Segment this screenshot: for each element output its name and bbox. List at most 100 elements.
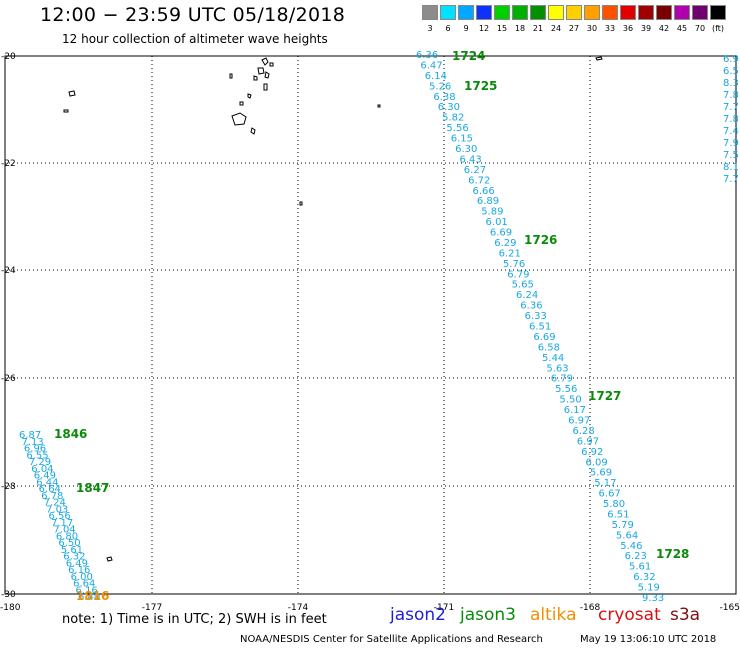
wave-height-value: 6.79 — [551, 374, 573, 385]
wave-height-value: 6.16 — [68, 565, 90, 576]
wave-height-value: 6.24 — [516, 290, 538, 301]
island-outline — [263, 83, 268, 91]
legend-label: 24 — [550, 24, 562, 33]
island-outline — [377, 104, 381, 108]
page-title: 12:00 − 23:59 UTC 05/18/2018 — [40, 4, 346, 26]
legend-label: 9 — [463, 24, 469, 33]
wave-height-value: 5.63 — [546, 363, 568, 374]
wave-height-value: 6.23 — [625, 551, 647, 562]
wave-height-value: 5.17 — [594, 478, 616, 489]
altimeter-tracks: 6.366.476.145.266.386.305.825.566.156.30… — [19, 49, 739, 604]
island-outline — [257, 67, 265, 75]
latitude-label: -28 — [1, 482, 16, 492]
wave-height-value: 6.21 — [499, 248, 521, 259]
units-note: note: 1) Time is in UTC; 2) SWH is in fe… — [62, 612, 327, 627]
wave-height-value: 6.30 — [438, 102, 460, 113]
legend-label: 21 — [532, 24, 544, 33]
wave-height-value: 6.55 — [26, 450, 48, 461]
wave-height-value: 7.24 — [44, 498, 66, 509]
legend-label: 39 — [640, 24, 652, 33]
longitude-label: -180 — [0, 603, 21, 613]
wave-height-value: 6.44 — [36, 477, 58, 488]
wave-height-value: 8.1 — [723, 162, 739, 173]
wave-height-value: 6.69 — [533, 332, 555, 343]
lat-lon-grid — [5, 56, 736, 594]
island-outline — [239, 101, 244, 106]
wave-height-value: 6.78 — [41, 491, 63, 502]
island-outline — [68, 90, 76, 97]
footer-credit: NOAA/NESDIS Center for Satellite Applica… — [240, 634, 543, 645]
wave-height-value: 6.87 — [19, 430, 41, 441]
wave-height-value: 6.66 — [473, 186, 495, 197]
wave-height-value: 6.64 — [39, 484, 61, 495]
wave-height-value: 5.19 — [638, 583, 660, 594]
wave-height-value: 5.79 — [612, 520, 634, 531]
island-outline — [229, 73, 233, 79]
island-outline — [250, 127, 256, 135]
satellite-name: cryosat — [598, 605, 661, 625]
wave-height-value: 5.89 — [481, 207, 503, 218]
track-id-label: 1726 — [524, 233, 557, 247]
wave-height-value: 6.28 — [572, 426, 594, 437]
wave-height-value: 6.00 — [71, 572, 93, 583]
legend-swatch — [620, 5, 636, 20]
wave-height-value: 6.69 — [490, 228, 512, 239]
wave-height-value: 6.51 — [607, 509, 629, 520]
legend-swatch — [458, 5, 474, 20]
wave-height-value: 6.51 — [529, 322, 551, 333]
longitude-label: -171 — [434, 603, 454, 613]
wave-height-value: 7.17 — [51, 518, 73, 529]
track-id-label: 1846 — [54, 427, 87, 441]
longitude-label: -174 — [288, 603, 309, 613]
island-outline — [264, 71, 270, 79]
wave-height-value: 6.49 — [66, 558, 88, 569]
latitude-label: -24 — [1, 266, 16, 276]
legend-label: 12 — [478, 24, 490, 33]
wave-height-value: 6.04 — [31, 464, 53, 475]
map-frame — [4, 55, 737, 595]
latitude-label: -20 — [1, 52, 16, 62]
satellite-name: jason3 — [460, 605, 516, 625]
satellite-name: s3a — [670, 605, 701, 625]
wave-height-value: 7.29 — [29, 457, 51, 468]
wave-height-value: 6.27 — [464, 165, 486, 176]
wave-height-value: 6.36 — [416, 50, 438, 61]
legend-label: 36 — [622, 24, 634, 33]
legend-label: 18 — [514, 24, 526, 33]
wave-height-value: 7.7 — [723, 174, 739, 185]
wave-height-value: 5.61 — [61, 545, 83, 556]
legend-swatch — [566, 5, 582, 20]
track-id-label: 1727 — [588, 389, 621, 403]
wave-height-value: 7.8 — [723, 90, 739, 101]
island-outline — [261, 57, 269, 66]
legend-swatch — [710, 5, 726, 20]
axis-tick-labels: -180 -177 -174 -171 -168 -165 -20 -22 -24 -26 -28 -… — [0, 52, 740, 613]
wave-height-value: 6.58 — [538, 342, 560, 353]
wave-height-value: 6.50 — [58, 538, 80, 549]
legend-swatch — [548, 5, 564, 20]
island-outline — [269, 62, 274, 67]
wave-height-value: 6.29 — [494, 238, 516, 249]
legend-label: 42 — [658, 24, 670, 33]
satellite-name: altika — [530, 605, 577, 625]
wave-height-value: 6.14 — [425, 71, 447, 82]
wave-height-value: 7.5 — [723, 150, 739, 161]
track-id-label: 1725 — [464, 79, 497, 93]
wave-height-value: 6.49 — [34, 471, 56, 482]
wave-height-value: 5.46 — [620, 541, 642, 552]
wave-height-value: 5.61 — [629, 562, 651, 573]
wave-height-value: 6.79 — [507, 269, 529, 280]
wave-height-value: 7.04 — [53, 525, 75, 536]
wave-height-value: 6.96 — [24, 444, 46, 455]
legend-swatch — [512, 5, 528, 20]
wave-height-value: 7.4 — [723, 126, 739, 137]
legend-swatch — [674, 5, 690, 20]
wave-height-value: 6.89 — [477, 196, 499, 207]
wave-height-value: 6.30 — [455, 144, 477, 155]
latitude-label: -26 — [1, 374, 16, 384]
wave-height-value: 5.44 — [542, 353, 564, 364]
wave-height-value: 5.56 — [446, 123, 468, 134]
track-id-label: 1847 — [76, 481, 109, 495]
longitude-label: -168 — [580, 603, 601, 613]
